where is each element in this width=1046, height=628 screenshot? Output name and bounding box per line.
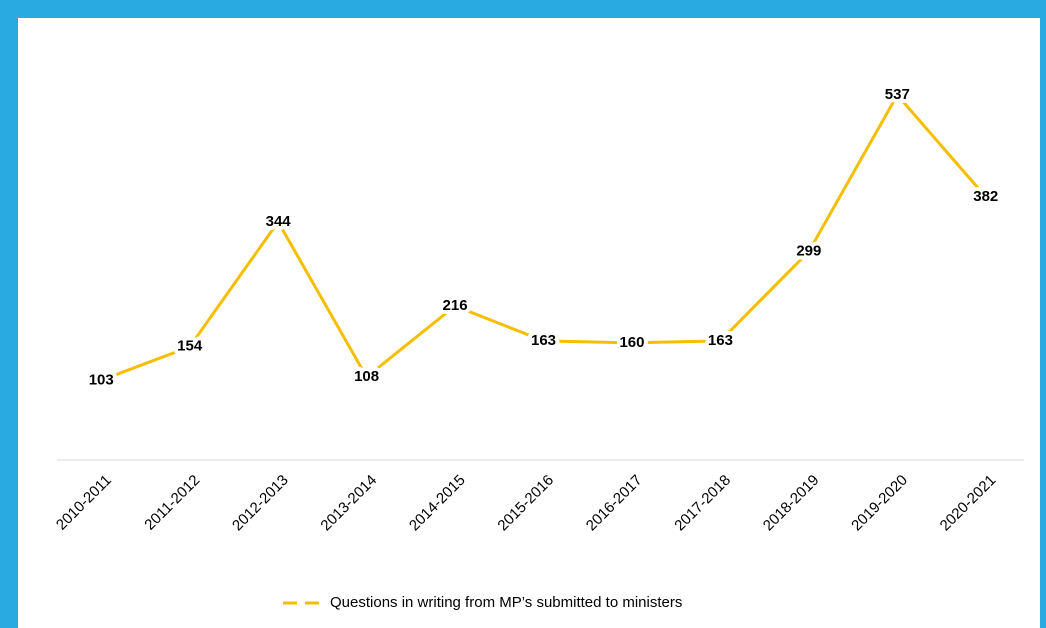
data-label: 163 bbox=[531, 332, 556, 349]
data-label: 344 bbox=[266, 213, 292, 230]
data-label: 154 bbox=[177, 338, 203, 355]
data-label: 299 bbox=[796, 242, 821, 259]
data-label: 537 bbox=[885, 86, 910, 103]
data-label: 103 bbox=[89, 371, 114, 388]
series-line bbox=[100, 92, 987, 382]
data-label: 216 bbox=[443, 297, 468, 314]
data-label: 163 bbox=[708, 332, 733, 349]
data-label: 382 bbox=[973, 188, 998, 205]
data-label: 108 bbox=[354, 368, 379, 385]
chart-area bbox=[18, 18, 1040, 628]
legend-label: Questions in writing from MP’s submitted… bbox=[330, 594, 682, 611]
data-label: 160 bbox=[619, 334, 644, 351]
